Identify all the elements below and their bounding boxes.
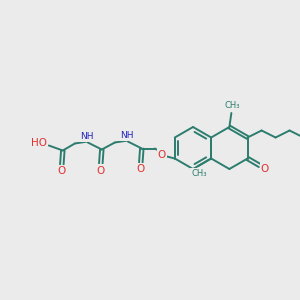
Text: HO: HO bbox=[31, 139, 47, 148]
Text: NH: NH bbox=[80, 132, 94, 141]
Text: O: O bbox=[58, 167, 66, 176]
Text: O: O bbox=[158, 149, 166, 160]
Text: CH₃: CH₃ bbox=[191, 169, 207, 178]
Text: NH: NH bbox=[120, 131, 134, 140]
Text: CH₃: CH₃ bbox=[225, 100, 240, 109]
Text: O: O bbox=[97, 166, 105, 176]
Text: O: O bbox=[261, 164, 269, 173]
Text: O: O bbox=[137, 164, 145, 175]
